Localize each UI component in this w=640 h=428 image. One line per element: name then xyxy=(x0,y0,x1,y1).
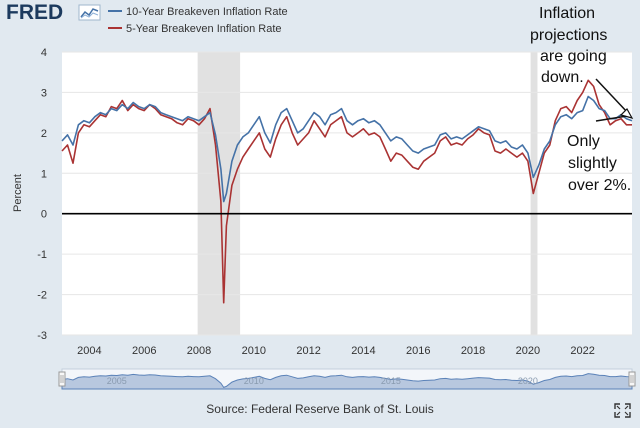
annotation-arrow-2 xyxy=(595,115,628,122)
x-axis-tick-labels: 2004 2006 2008 2010 2012 2014 2016 2018 2020 2022 xyxy=(77,345,595,357)
navigator-left-handle[interactable] xyxy=(58,371,66,387)
annotation-bottom-line-3: over 2%. xyxy=(568,177,631,194)
y-tick-label: 2 xyxy=(41,128,47,140)
navigator-year-label: 2005 xyxy=(107,376,127,386)
recession-band-1 xyxy=(197,52,241,335)
x-tick-label: 2022 xyxy=(570,345,594,357)
x-tick-label: 2010 xyxy=(242,345,266,357)
annotation-arrowhead xyxy=(619,108,634,119)
annotation-bottom: Only slightly over 2%. xyxy=(567,133,631,194)
annotation-bottom-line-1: Only xyxy=(567,133,600,150)
x-tick-label: 2006 xyxy=(132,345,156,357)
annotation-top-line-3: are going xyxy=(540,48,607,65)
fred-logo: FRED xyxy=(6,1,63,24)
y-tick-label: 0 xyxy=(41,209,47,221)
y-tick-label: 3 xyxy=(41,87,47,99)
annotation-arrows xyxy=(595,78,634,122)
legend-label-10yr: 10-Year Breakeven Inflation Rate xyxy=(126,6,288,18)
series-line-5yr xyxy=(61,79,632,304)
annotation-top: Inflation projections are going down. xyxy=(530,5,607,86)
fred-logo-graph-icon xyxy=(78,4,101,21)
y-tick-label: -3 xyxy=(37,330,47,342)
annotation-top-line-2: projections xyxy=(530,27,607,44)
navigator-year-label: 2010 xyxy=(244,376,264,386)
annotation-top-line-1: Inflation xyxy=(539,5,595,22)
y-tick-label: -1 xyxy=(37,249,47,261)
annotation-top-line-4: down. xyxy=(541,69,584,86)
x-tick-label: 2008 xyxy=(187,345,211,357)
x-tick-label: 2018 xyxy=(461,345,485,357)
range-navigator[interactable]: 2005 2010 2015 2020 xyxy=(58,368,636,390)
x-tick-label: 2016 xyxy=(406,345,430,357)
navigator-year-label: 2015 xyxy=(381,376,401,386)
source-caption: Source: Federal Reserve Bank of St. Loui… xyxy=(206,402,433,416)
x-tick-label: 2012 xyxy=(296,345,320,357)
y-tick-label: -2 xyxy=(37,290,47,302)
series-line-10yr xyxy=(61,95,633,203)
y-tick-label: 1 xyxy=(41,168,47,180)
annotation-bottom-line-2: slightly xyxy=(568,155,617,172)
y-axis-tick-labels: -3 -2 -1 0 1 2 3 4 xyxy=(37,47,47,342)
x-tick-label: 2004 xyxy=(77,345,101,357)
annotation-arrow-1 xyxy=(595,78,629,114)
x-tick-label: 2020 xyxy=(516,345,540,357)
y-tick-label: 4 xyxy=(41,47,47,59)
plot-area xyxy=(62,52,632,335)
navigator-year-label: 2020 xyxy=(518,376,538,386)
navigator-right-handle[interactable] xyxy=(628,371,636,387)
gridlines xyxy=(62,51,632,336)
navigator-year-labels: 2005 2010 2015 2020 xyxy=(107,376,538,386)
navigator-series-area xyxy=(61,373,633,390)
y-axis-label: Percent xyxy=(12,174,24,212)
series-lines xyxy=(61,79,633,304)
legend-label-5yr: 5-Year Breakeven Inflation Rate xyxy=(126,23,282,35)
x-tick-label: 2014 xyxy=(351,345,375,357)
expand-icon[interactable] xyxy=(613,402,631,418)
